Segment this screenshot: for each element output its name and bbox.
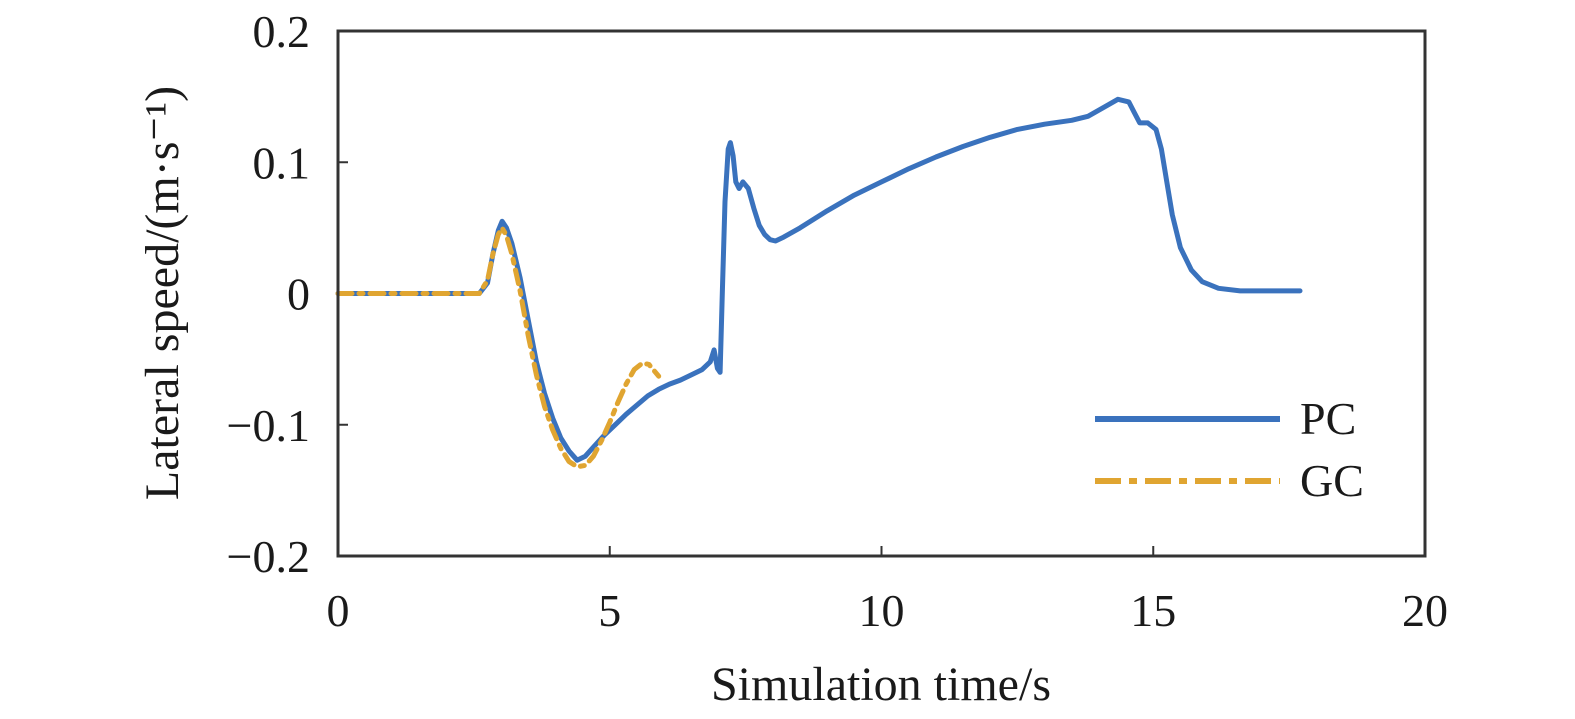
y-tick-labels: −0.2 −0.1 0 0.1 0.2 [227, 6, 310, 582]
y-tick-label: 0.2 [253, 6, 311, 57]
x-tick-label: 10 [859, 585, 905, 636]
y-tick-label: 0 [287, 269, 310, 320]
x-tick-label: 5 [598, 585, 621, 636]
series-line-pc [335, 96, 1303, 463]
series-lines [335, 96, 1303, 470]
y-axis-title: Lateral speed/(m·s⁻¹) [136, 86, 189, 500]
x-axis-title: Simulation time/s [711, 658, 1051, 711]
legend: PC GC [1095, 393, 1364, 506]
y-tick-label: −0.1 [227, 400, 310, 451]
axis-ticks [337, 30, 1426, 557]
legend-label-gc: GC [1300, 455, 1364, 506]
x-tick-labels: 0 5 10 15 20 [327, 585, 1449, 636]
plot-frame [336, 29, 1427, 558]
legend-label-pc: PC [1300, 393, 1356, 444]
y-tick-label: 0.1 [253, 137, 311, 188]
series-line-gc [335, 225, 662, 470]
y-tick-label: −0.2 [227, 531, 310, 582]
x-tick-label: 0 [327, 585, 350, 636]
x-tick-label: 20 [1402, 585, 1448, 636]
x-tick-label: 15 [1130, 585, 1176, 636]
